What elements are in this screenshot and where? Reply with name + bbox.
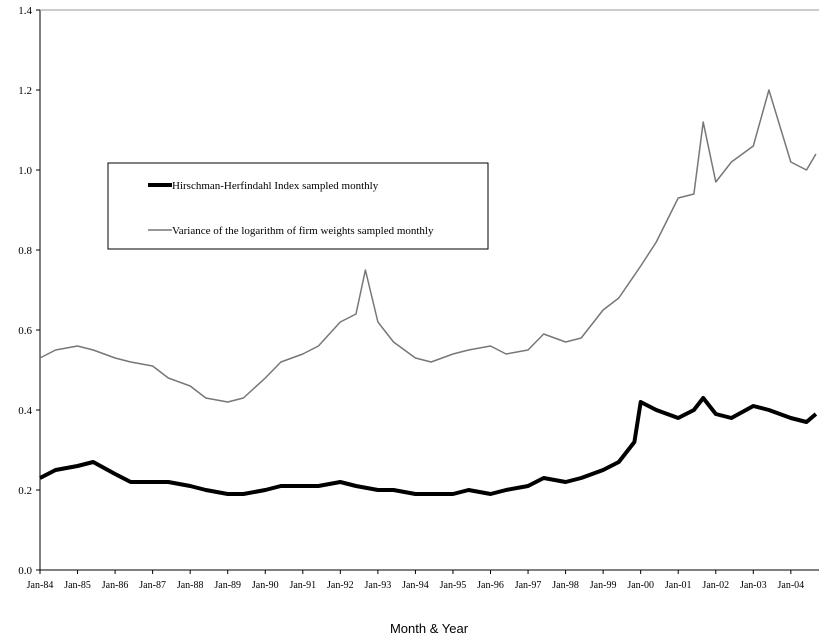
legend: Hirschman-Herfindahl Index sampled month… [107,162,489,250]
y-ticks: 0.0 0.2 0.4 0.6 0.8 1.0 1.2 1.4 [18,5,40,577]
x-tick-label: Jan-84 [27,580,54,591]
x-tick-label: Jan-90 [252,580,279,591]
x-tick-label: Jan-86 [102,580,129,591]
y-tick-label: 1.4 [18,5,32,17]
x-tick-label: Jan-01 [665,580,692,591]
x-tick-label: Jan-03 [740,580,767,591]
y-tick-label: 0.4 [18,405,32,417]
series-line-hhi [39,396,818,496]
x-tick-label: Jan-96 [477,580,504,591]
x-tick-label: Jan-00 [627,580,654,591]
x-tick-label: Jan-95 [440,580,467,591]
x-tick-label: Jan-94 [402,580,429,591]
y-tick-label: 0.8 [18,245,32,257]
x-ticks: Jan-84 Jan-85 Jan-86 Jan-87 Jan-88 Jan-89 Jan-… [27,570,805,591]
x-tick-label: Jan-85 [64,580,91,591]
x-tick-label: Jan-97 [515,580,542,591]
plot-area: 0.00.20.40.60.81.01.21.4 Jan-84 Jan-85 Jan… [18,5,819,591]
series-line-variance [39,89,817,403]
y-tick-label: 0.6 [18,325,32,337]
legend-label-variance: Variance of the logarithm of firm weight… [172,225,434,237]
legend-box [107,162,489,250]
y-tick-label: 0.2 [18,485,32,497]
x-tick-label: Jan-91 [289,580,316,591]
x-tick-label: Jan-92 [327,580,354,591]
legend-label-hhi: Hirschman-Herfindahl Index sampled month… [172,180,379,192]
x-tick-label: Jan-04 [778,580,805,591]
x-tick-label: Jan-88 [177,580,204,591]
x-tick-label: Jan-87 [139,580,166,591]
x-tick-label: Jan-98 [552,580,579,591]
x-tick-label: Jan-89 [214,580,241,591]
series-layer [39,89,818,496]
y-tick-label: 0.0 [18,565,32,577]
x-axis-label: Month & Year [390,621,469,636]
y-tick-label: 1.0 [18,165,32,177]
y-tick-label: 1.2 [18,85,32,97]
x-tick-label: Jan-99 [590,580,617,591]
x-tick-label: Jan-02 [702,580,729,591]
x-tick-label: Jan-93 [365,580,392,591]
